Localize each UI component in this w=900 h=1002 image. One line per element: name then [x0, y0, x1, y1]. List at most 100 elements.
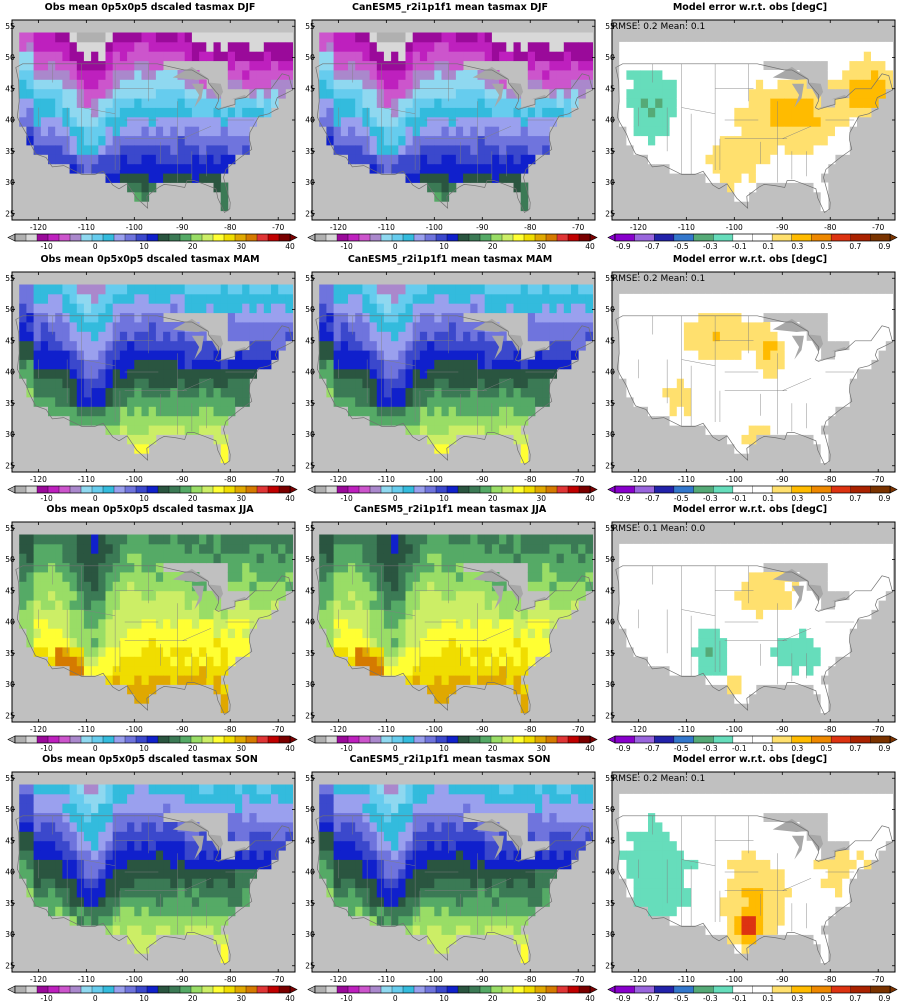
- colorbar-swatch: [557, 736, 568, 743]
- lon-label: -100: [426, 975, 443, 984]
- colorbar-swatch: [579, 736, 590, 743]
- colorbar-swatch: [326, 986, 337, 993]
- lat-label: 40: [5, 368, 15, 377]
- lat-label: 45: [5, 836, 15, 845]
- colorbar-swatch: [92, 486, 103, 493]
- error-stats: RMSE: 0.2 Mean: 0.1: [612, 774, 705, 784]
- lat-label: 50: [5, 805, 15, 814]
- map-error-mam: 55504540353025-120-110-100-90-80-70-0.9-…: [600, 252, 900, 502]
- colorbar-arrow-left: [8, 986, 15, 993]
- colorbar-swatch: [447, 736, 458, 743]
- lon-label: -120: [630, 223, 647, 232]
- colorbar-swatch: [147, 234, 158, 241]
- colorbar-arrow-right: [590, 486, 597, 493]
- colorbar-swatch: [811, 234, 831, 241]
- colorbar-label: 40: [285, 242, 295, 251]
- colorbar-label: 10: [439, 242, 449, 251]
- colorbar-label: 0.9: [878, 994, 890, 1002]
- lat-label: 40: [605, 368, 615, 377]
- lon-label: -100: [426, 725, 443, 734]
- colorbar-label: 0.1: [762, 994, 774, 1002]
- colorbar-swatch: [81, 486, 92, 493]
- lat-label: 45: [605, 836, 615, 845]
- lon-label: -90: [176, 475, 188, 484]
- lon-label: -110: [678, 223, 695, 232]
- colorbar-swatch: [26, 234, 37, 241]
- colorbar-swatch: [114, 486, 125, 493]
- colorbar-arrow-right: [590, 234, 597, 241]
- lat-label: 50: [605, 53, 615, 62]
- lat-label: 35: [605, 399, 615, 408]
- colorbar-swatch: [224, 234, 235, 241]
- colorbar-swatch: [579, 486, 590, 493]
- colorbar-swatch: [753, 986, 773, 993]
- colorbar-swatch: [169, 736, 180, 743]
- map-field: [312, 772, 595, 972]
- colorbar-swatch: [524, 986, 535, 993]
- colorbar-arrow-right: [290, 736, 297, 743]
- colorbar-swatch: [469, 234, 480, 241]
- lon-label: -90: [476, 223, 488, 232]
- colorbar-label: -0.3: [703, 994, 718, 1002]
- colorbar-swatch: [257, 486, 268, 493]
- colorbar-swatch: [169, 486, 180, 493]
- colorbar-swatch: [414, 234, 425, 241]
- colorbar-swatch: [480, 986, 491, 993]
- lon-label: -110: [78, 975, 95, 984]
- colorbar-swatch: [246, 234, 257, 241]
- colorbar-label: 30: [237, 994, 247, 1002]
- lon-label: -100: [126, 223, 143, 232]
- lat-label: 25: [305, 209, 315, 218]
- colorbar-swatch: [772, 736, 792, 743]
- colorbar-swatch: [414, 486, 425, 493]
- colorbar-swatch: [425, 234, 436, 241]
- colorbar-swatch: [635, 986, 655, 993]
- lon-label: -100: [126, 475, 143, 484]
- colorbar-swatch: [59, 986, 70, 993]
- lon-label: -110: [378, 223, 395, 232]
- colorbar-swatch: [491, 234, 502, 241]
- colorbar-swatch: [191, 234, 202, 241]
- lon-label: -80: [224, 725, 236, 734]
- colorbar-swatch: [546, 736, 557, 743]
- colorbar-swatch: [37, 986, 48, 993]
- lon-label: -100: [726, 975, 743, 984]
- colorbar-swatch: [26, 486, 37, 493]
- colorbar-swatch: [370, 736, 381, 743]
- lon-label: -80: [824, 223, 836, 232]
- colorbar-label: -0.5: [674, 242, 689, 251]
- colorbar-swatch: [414, 736, 425, 743]
- colorbar-arrow-left: [608, 986, 615, 993]
- colorbar-swatch: [257, 736, 268, 743]
- lat-label: 50: [305, 555, 315, 564]
- lat-label: 30: [305, 930, 315, 939]
- map-error-jja: 55504540353025-120-110-100-90-80-70-0.9-…: [600, 502, 900, 752]
- colorbar-arrow-left: [308, 486, 315, 493]
- lat-label: 40: [605, 618, 615, 627]
- colorbar-swatch: [524, 736, 535, 743]
- lat-label: 40: [605, 868, 615, 877]
- colorbar-swatch: [246, 486, 257, 493]
- colorbar-swatch: [535, 234, 546, 241]
- lat-label: 50: [5, 305, 15, 314]
- colorbar-swatch: [315, 486, 326, 493]
- colorbar-swatch: [235, 736, 246, 743]
- lat-label: 30: [305, 430, 315, 439]
- lat-label: 30: [5, 178, 15, 187]
- map-field: [12, 522, 295, 722]
- colorbar-swatch: [568, 234, 579, 241]
- lon-label: -100: [126, 975, 143, 984]
- colorbar-swatch: [480, 486, 491, 493]
- colorbar-swatch: [70, 986, 81, 993]
- colorbar-label: -10: [340, 242, 352, 251]
- lat-label: 25: [605, 461, 615, 470]
